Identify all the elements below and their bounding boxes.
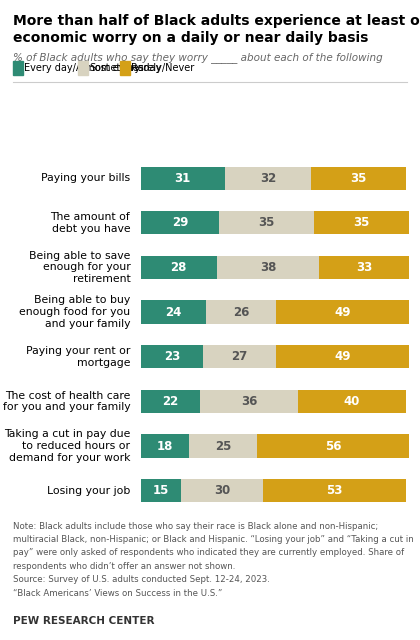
Text: 25: 25 <box>215 440 231 452</box>
Bar <box>141 256 217 279</box>
Bar <box>206 300 276 324</box>
Text: % of Black adults who say they worry _____ about each of the following: % of Black adults who say they worry ___… <box>13 52 382 63</box>
Text: multiracial Black, non-Hispanic; or Black and Hispanic. “Losing your job” and “T: multiracial Black, non-Hispanic; or Blac… <box>13 535 413 544</box>
Text: 49: 49 <box>334 350 351 364</box>
Text: 15: 15 <box>153 484 169 497</box>
Bar <box>141 345 203 369</box>
Bar <box>141 300 206 324</box>
Text: 29: 29 <box>172 216 188 229</box>
Bar <box>314 211 409 234</box>
Text: 35: 35 <box>258 216 275 229</box>
Bar <box>276 345 409 369</box>
Text: 38: 38 <box>260 261 276 274</box>
Text: 31: 31 <box>175 172 191 185</box>
Bar <box>298 390 406 413</box>
Bar <box>141 390 200 413</box>
Bar <box>262 479 406 502</box>
Text: 28: 28 <box>171 261 187 274</box>
Text: “Black Americans’ Views on Success in the U.S.”: “Black Americans’ Views on Success in th… <box>13 589 222 598</box>
Bar <box>257 435 409 458</box>
Text: 18: 18 <box>157 440 173 452</box>
Text: pay” were only asked of respondents who indicated they are currently employed. S: pay” were only asked of respondents who … <box>13 548 404 557</box>
Bar <box>320 256 409 279</box>
Text: 56: 56 <box>325 440 341 452</box>
Bar <box>219 211 314 234</box>
Text: economic worry on a daily or near daily basis: economic worry on a daily or near daily … <box>13 31 368 45</box>
Text: Every day/Almost every day: Every day/Almost every day <box>24 63 162 73</box>
Text: 49: 49 <box>334 305 351 319</box>
Text: respondents who didn’t offer an answer not shown.: respondents who didn’t offer an answer n… <box>13 562 235 571</box>
Text: Sometimes: Sometimes <box>89 63 144 73</box>
Text: 36: 36 <box>241 395 257 408</box>
Bar <box>141 211 219 234</box>
Text: 40: 40 <box>344 395 360 408</box>
Bar <box>311 166 406 189</box>
Bar <box>225 166 311 189</box>
Bar <box>141 166 225 189</box>
Text: More than half of Black adults experience at least one: More than half of Black adults experienc… <box>13 14 420 28</box>
Text: 32: 32 <box>260 172 276 185</box>
Text: 23: 23 <box>164 350 180 364</box>
Text: 22: 22 <box>163 395 178 408</box>
Text: Source: Survey of U.S. adults conducted Sept. 12-24, 2023.: Source: Survey of U.S. adults conducted … <box>13 575 270 584</box>
Text: 26: 26 <box>233 305 249 319</box>
Bar <box>181 479 262 502</box>
Bar <box>200 390 298 413</box>
Bar <box>276 300 409 324</box>
Bar <box>203 345 276 369</box>
Bar <box>189 435 257 458</box>
Bar <box>141 479 181 502</box>
Text: Rarely/Never: Rarely/Never <box>131 63 195 73</box>
Text: 53: 53 <box>326 484 343 497</box>
Text: Note: Black adults include those who say their race is Black alone and non-Hispa: Note: Black adults include those who say… <box>13 522 378 531</box>
Text: 27: 27 <box>231 350 248 364</box>
Bar <box>217 256 320 279</box>
Text: PEW RESEARCH CENTER: PEW RESEARCH CENTER <box>13 616 154 626</box>
Bar <box>141 435 189 458</box>
Text: 30: 30 <box>214 484 230 497</box>
Text: 35: 35 <box>353 216 370 229</box>
Text: 33: 33 <box>356 261 372 274</box>
Text: 35: 35 <box>351 172 367 185</box>
Text: 24: 24 <box>165 305 181 319</box>
